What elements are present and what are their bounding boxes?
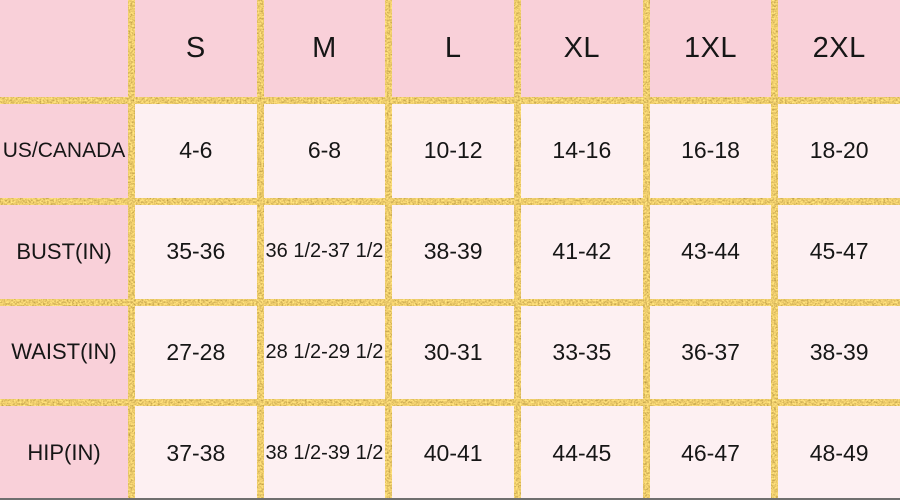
value-text: 46-47 [681, 439, 740, 466]
value-cell: 43-44 [649, 204, 772, 299]
value-cell: 6-8 [263, 104, 386, 198]
size-header-l: L [392, 0, 514, 97]
value-cell: 38-39 [778, 305, 900, 400]
value-text: 6-8 [307, 137, 342, 164]
value-text: 40-41 [423, 439, 483, 466]
value-cell: 18-20 [778, 104, 900, 198]
row-label-text: WAIST(IN) [11, 339, 117, 365]
size-header-s: S [135, 0, 257, 97]
value-text: 16-18 [681, 137, 740, 164]
size-header-2xl: 2XL [778, 0, 900, 97]
value-cell: 30-31 [392, 305, 514, 400]
value-cell: 36 1/2-37 1/2 [263, 204, 386, 299]
size-header-label: M [312, 32, 337, 64]
value-text: 41-42 [552, 238, 612, 265]
value-cell: 44-45 [520, 406, 643, 500]
row-label-text: BUST(IN) [16, 238, 112, 264]
corner-cell [0, 0, 128, 97]
value-text: 38-39 [809, 338, 869, 365]
value-text: 27-28 [166, 338, 226, 365]
row-label-bust: BUST(IN) [0, 204, 128, 299]
value-cell: 37-38 [135, 406, 257, 500]
value-text: 33-35 [552, 338, 612, 365]
row-label-text: HIP(IN) [27, 440, 101, 466]
value-text: 30-31 [423, 338, 483, 365]
value-cell: 38-39 [392, 204, 514, 299]
value-cell: 28 1/2-29 1/2 [263, 305, 386, 400]
value-text: 37-38 [166, 439, 226, 466]
value-cell: 38 1/2-39 1/2 [263, 406, 386, 500]
value-text: 45-47 [809, 238, 869, 265]
value-text: 28 1/2-29 1/2 [265, 340, 384, 363]
size-header-1xl: 1XL [649, 0, 772, 97]
size-header-label: XL [563, 32, 601, 64]
row-label-waist: WAIST(IN) [0, 305, 128, 400]
value-cell: 27-28 [135, 305, 257, 400]
value-text: 18-20 [809, 137, 869, 164]
row-label-us-canada: US/CANADA [0, 104, 128, 198]
value-cell: 14-16 [520, 104, 643, 198]
value-cell: 40-41 [392, 406, 514, 500]
value-text: 43-44 [681, 238, 740, 265]
value-text: 10-12 [423, 137, 483, 164]
value-text: 38-39 [423, 238, 483, 265]
value-cell: 36-37 [649, 305, 772, 400]
value-cell: 16-18 [649, 104, 772, 198]
size-header-label: L [444, 32, 462, 64]
size-header-label: S [185, 32, 206, 64]
size-header-label: 2XL [812, 32, 866, 64]
value-text: 48-49 [809, 439, 869, 466]
value-cell: 10-12 [392, 104, 514, 198]
value-text: 4-6 [179, 137, 213, 164]
value-cell: 45-47 [778, 204, 900, 299]
value-text: 38 1/2-39 1/2 [265, 441, 384, 464]
value-text: 35-36 [166, 238, 226, 265]
value-cell: 48-49 [778, 406, 900, 500]
value-cell: 33-35 [520, 305, 643, 400]
value-cell: 4-6 [135, 104, 257, 198]
size-header-xl: XL [520, 0, 643, 97]
value-cell: 46-47 [649, 406, 772, 500]
size-header-m: M [263, 0, 386, 97]
row-label-text: US/CANADA [2, 138, 126, 162]
value-text: 36-37 [681, 338, 740, 365]
value-cell: 35-36 [135, 204, 257, 299]
value-text: 14-16 [552, 137, 612, 164]
value-text: 44-45 [552, 439, 612, 466]
size-header-label: 1XL [683, 32, 738, 64]
value-cell: 41-42 [520, 204, 643, 299]
row-label-hip: HIP(IN) [0, 406, 128, 500]
value-text: 36 1/2-37 1/2 [265, 240, 384, 263]
